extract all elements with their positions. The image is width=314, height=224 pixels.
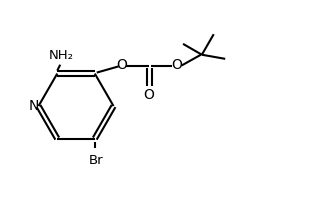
Text: O: O xyxy=(116,58,127,72)
Text: N: N xyxy=(28,99,39,113)
Text: NH₂: NH₂ xyxy=(49,49,74,62)
Text: Br: Br xyxy=(89,154,103,167)
Text: O: O xyxy=(144,88,154,102)
Text: O: O xyxy=(171,58,182,72)
